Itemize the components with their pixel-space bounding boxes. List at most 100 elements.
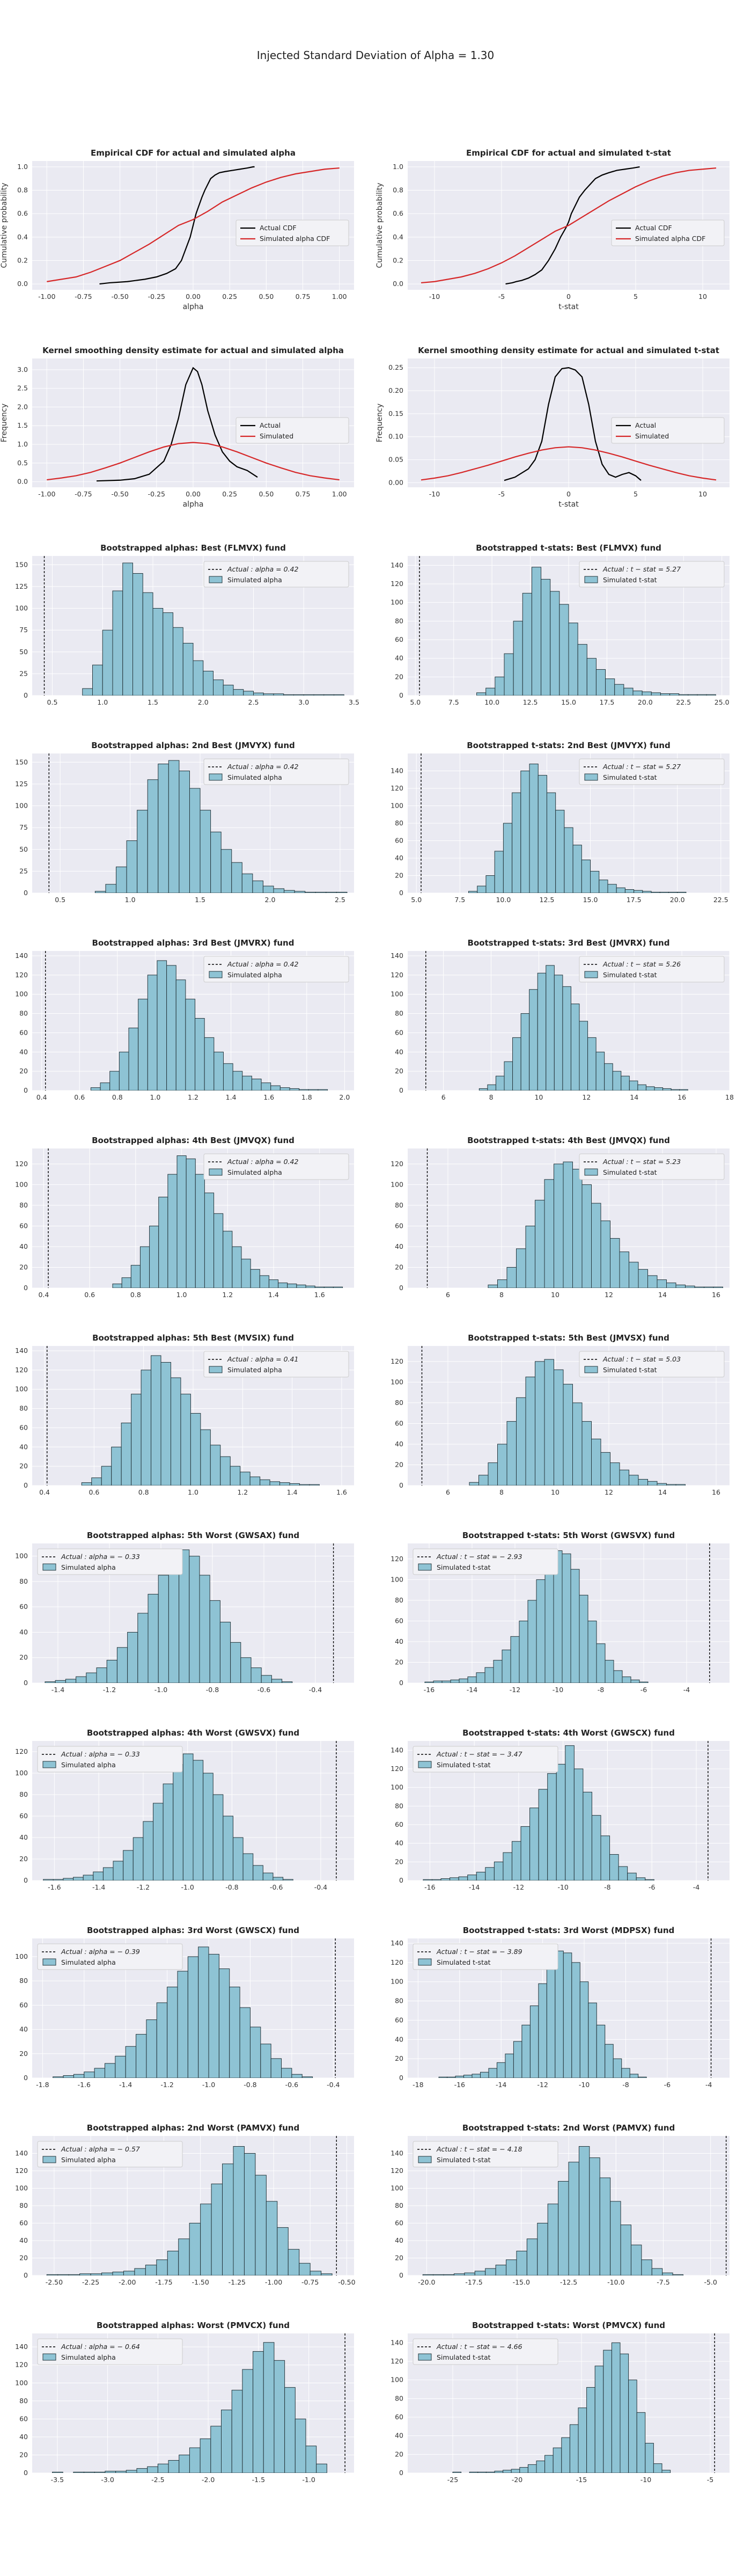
y-tick-label: 20 — [19, 1263, 28, 1271]
histogram-bar — [136, 2034, 147, 2078]
histogram-bar — [600, 1835, 610, 1880]
x-tick-label: -0.50 — [111, 490, 128, 498]
x-tick-label: 18 — [725, 1093, 734, 1101]
x-tick-label: 1.6 — [263, 1093, 274, 1101]
plot-marks — [421, 166, 717, 285]
x-tick-label: 0.6 — [74, 1093, 85, 1101]
y-tick-label: 40 — [395, 1839, 403, 1847]
y-tick-label: 120 — [15, 1160, 28, 1168]
histogram-bar — [433, 2274, 444, 2275]
x-tick-label: 3.0 — [298, 698, 309, 706]
histogram-bar — [152, 608, 164, 696]
histogram-bar — [128, 1027, 139, 1091]
histogram-bar — [554, 975, 563, 1091]
y-tick-label: 0 — [24, 1481, 28, 1489]
histogram-bar — [230, 1466, 241, 1485]
x-tick-label: 17.5 — [600, 698, 615, 706]
histogram-bar — [83, 1875, 94, 1880]
legend-label: Actual : t − stat = − 2.93 — [436, 1553, 522, 1561]
x-tick-label: -12 — [513, 1883, 524, 1891]
x-tick-label: -5 — [707, 2476, 713, 2484]
x-tick-label: -6 — [664, 2081, 671, 2089]
histogram-bar — [550, 591, 560, 696]
legend-swatch — [209, 1168, 223, 1176]
y-tick-label: 0.4 — [393, 233, 403, 241]
histogram-bar — [527, 1600, 537, 1683]
x-tick-label: 1.6 — [314, 1291, 325, 1299]
x-tick-label: 0.00 — [186, 490, 201, 498]
histogram-bar — [628, 2380, 637, 2473]
legend-label: Actual — [260, 421, 281, 429]
histogram-bar — [232, 1837, 244, 1880]
histogram-bar — [81, 1482, 92, 1485]
histogram-bar — [527, 2464, 537, 2473]
y-tick-label: 20 — [19, 1653, 28, 1662]
histogram-bar — [645, 1879, 654, 1880]
y-axis-label: Frequency — [376, 404, 384, 442]
x-tick-label: -1.0 — [181, 1883, 194, 1891]
y-tick-label: 2.0 — [17, 402, 28, 411]
legend-box — [579, 1153, 725, 1180]
histogram-bar — [126, 2470, 137, 2473]
histogram-bar — [231, 2390, 243, 2473]
histogram-bar — [666, 1282, 676, 1288]
histogram-bar — [544, 1561, 554, 1683]
x-tick-label: -20 — [512, 2476, 522, 2484]
series-line — [505, 166, 640, 285]
histogram-bar — [521, 2024, 531, 2078]
x-tick-label: 12.5 — [540, 896, 555, 904]
y-tick-label: 0 — [399, 691, 403, 699]
histogram-bar — [230, 1642, 241, 1683]
histogram-bar — [476, 1871, 486, 1880]
histogram-bar — [488, 1462, 498, 1485]
x-tick-label: -17.5 — [465, 2278, 482, 2286]
histogram-bar — [333, 1286, 343, 1288]
histogram-bar — [76, 1676, 87, 1683]
histogram-bar — [563, 1161, 573, 1288]
histogram-bar — [450, 1877, 459, 1880]
histogram-bar — [503, 2470, 512, 2473]
x-tick-label: 1.0 — [188, 1488, 198, 1496]
x-tick-label: 10 — [551, 1488, 559, 1496]
histogram-bar — [105, 2471, 116, 2473]
y-tick-label: 0 — [24, 2271, 28, 2279]
legend-box — [579, 1351, 725, 1378]
legend-box — [579, 561, 725, 588]
histogram-bar — [424, 1681, 434, 1683]
y-tick-label: 60 — [395, 837, 403, 845]
y-tick-label: 0.0 — [17, 280, 28, 288]
x-tick-label: 0 — [566, 292, 571, 301]
y-tick-label: 0 — [24, 2469, 28, 2477]
histogram-bar — [441, 1680, 451, 1683]
x-tick-label: -1.00 — [265, 2278, 282, 2286]
chart-title: Bootstrapped alphas: Best (FLMVX) fund — [100, 543, 286, 553]
histogram-bar — [282, 1681, 293, 1683]
histogram-bar — [138, 999, 148, 1091]
histogram-bar — [586, 2387, 595, 2473]
histogram-bar — [53, 2076, 64, 2078]
histogram-bar — [590, 870, 600, 893]
x-tick-label: -0.75 — [75, 490, 92, 498]
y-tick-label: 40 — [19, 1048, 28, 1056]
x-tick-label: 25.0 — [715, 698, 730, 706]
plot-marks — [421, 753, 687, 893]
y-tick-label: 60 — [395, 2219, 403, 2227]
x-tick-label: -4 — [683, 1686, 690, 1694]
histogram-bar — [495, 2265, 507, 2275]
histogram-bar — [578, 2407, 587, 2473]
histogram-bar — [268, 1279, 279, 1288]
legend-swatch — [418, 1563, 432, 1571]
y-tick-label: 120 — [391, 1555, 403, 1563]
histogram-bar — [273, 1877, 284, 1880]
y-tick-label: 1.5 — [17, 421, 28, 429]
histogram-bar — [553, 2447, 562, 2473]
histogram-bar — [84, 2072, 95, 2078]
histogram-bar — [168, 760, 180, 893]
histogram-bar — [630, 1679, 640, 1683]
histogram-bar — [536, 2460, 546, 2473]
histogram-bar — [261, 1082, 271, 1091]
histogram-bar — [148, 1594, 159, 1683]
legend-box — [203, 561, 349, 588]
legend-box — [37, 2141, 183, 2168]
histogram-bar — [561, 2437, 570, 2473]
